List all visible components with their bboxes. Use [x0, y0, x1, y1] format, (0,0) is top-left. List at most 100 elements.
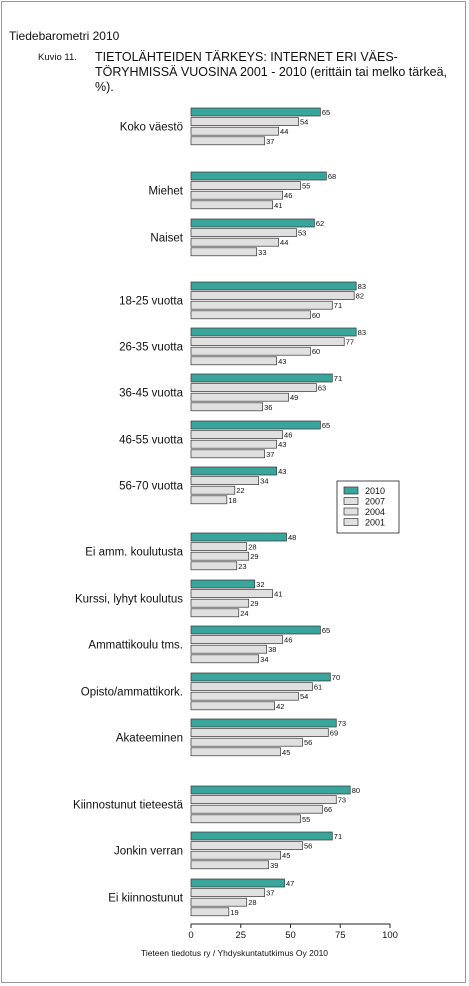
data-label: 62 — [316, 219, 324, 228]
data-label: 36 — [264, 403, 272, 412]
legend-label: 2007 — [365, 497, 385, 507]
data-label: 37 — [266, 450, 274, 459]
x-tick-label: 0 — [188, 930, 193, 941]
category-label: Ei kiinnostunut — [108, 893, 184, 905]
bar-2004 — [190, 551, 250, 561]
x-tick-label: 50 — [285, 930, 296, 941]
bar-2007 — [190, 635, 283, 644]
bar-2007 — [190, 888, 265, 897]
data-label: 77 — [346, 338, 354, 347]
category-label: 56-70 vuotta — [119, 481, 184, 493]
data-label: 49 — [290, 393, 298, 402]
bar-2007 — [190, 728, 329, 737]
data-label: 54 — [300, 118, 308, 127]
data-label: 71 — [334, 301, 342, 310]
bar-2010 — [190, 579, 256, 589]
data-label: 39 — [270, 861, 278, 870]
bar-2001 — [190, 356, 277, 366]
bar-2001 — [190, 495, 228, 505]
bar-2001 — [190, 907, 230, 917]
legend-label: 2001 — [365, 518, 385, 528]
bar-2007 — [190, 117, 299, 126]
data-label: 70 — [332, 673, 340, 682]
chart-title: TIETOLÄHTEIDEN TÄRKEYS: INTERNET ERI VÄE… — [95, 50, 447, 94]
bar-2010 — [190, 107, 321, 117]
data-label: 41 — [274, 590, 282, 599]
bar-2004 — [190, 850, 281, 860]
data-label: 34 — [260, 655, 268, 664]
x-tick-label: 100 — [382, 930, 398, 941]
bar-2004 — [190, 190, 283, 200]
bar-2001 — [190, 402, 263, 412]
bar-2001 — [190, 608, 240, 618]
bar-2001 — [190, 247, 258, 257]
bar-2010 — [190, 218, 315, 228]
bar-2010 — [190, 171, 327, 181]
source-footer: Tieteen tiedotus ry / Yhdyskuntatutkimus… — [140, 948, 329, 958]
bar-2010 — [190, 878, 285, 888]
data-label: 41 — [274, 201, 282, 210]
bar-2004 — [190, 737, 303, 747]
data-label: 73 — [338, 796, 346, 805]
data-label: 55 — [302, 815, 310, 824]
data-label: 46 — [284, 191, 292, 200]
bar-2001 — [190, 814, 301, 824]
bar-2004 — [190, 897, 248, 907]
data-label: 82 — [356, 292, 364, 301]
bar-2001 — [190, 561, 238, 571]
bar-2007 — [190, 291, 355, 300]
bar-2004 — [190, 485, 236, 495]
data-label: 56 — [304, 842, 312, 851]
data-label: 80 — [352, 786, 360, 795]
data-label: 45 — [282, 748, 290, 757]
data-label: 34 — [260, 477, 268, 486]
category-label: 26-35 vuotta — [119, 342, 184, 354]
data-label: 22 — [236, 486, 244, 495]
bar-2001 — [190, 654, 260, 664]
category-label: Ammattikoulu tms. — [88, 640, 183, 652]
bar-2007 — [190, 841, 303, 850]
bar-2007 — [190, 383, 317, 392]
figure-label: Kuvio 11. — [38, 52, 77, 63]
data-label: 54 — [300, 692, 308, 701]
bar-2010 — [190, 420, 321, 430]
bar-2001 — [190, 136, 265, 146]
data-label: 24 — [240, 609, 248, 618]
data-label: 45 — [282, 851, 290, 860]
data-label: 60 — [312, 347, 320, 356]
data-label: 18 — [228, 496, 236, 505]
category-label: Jonkin verran — [114, 846, 183, 858]
bar-2001 — [190, 747, 281, 757]
bar-2004 — [190, 392, 289, 402]
bar-2007 — [190, 228, 297, 237]
data-label: 29 — [250, 552, 258, 561]
bar-2007 — [190, 589, 273, 598]
data-label: 83 — [358, 282, 366, 291]
bar-2007 — [190, 682, 313, 691]
data-label: 65 — [322, 421, 330, 430]
data-label: 73 — [338, 719, 346, 728]
data-label: 43 — [278, 440, 286, 449]
bar-2001 — [190, 200, 273, 210]
bar-2007 — [190, 476, 260, 485]
category-label: Kiinnostunut tieteestä — [73, 800, 184, 812]
category-label: 18-25 vuotta — [119, 296, 184, 308]
bar-2010 — [190, 327, 357, 337]
data-label: 28 — [248, 543, 256, 552]
legend-swatch-2007 — [343, 497, 359, 505]
category-label: 36-45 vuotta — [119, 388, 184, 400]
bar-2004 — [190, 237, 279, 247]
bar-2004 — [190, 126, 279, 136]
data-label: 33 — [258, 248, 266, 257]
bar-2004 — [190, 598, 250, 608]
category-label: Miehet — [148, 186, 183, 198]
bar-2004 — [190, 346, 311, 356]
data-label: 47 — [286, 879, 294, 888]
data-label: 23 — [238, 562, 246, 571]
data-label: 46 — [284, 636, 292, 645]
bar-2010 — [190, 281, 357, 291]
category-label: Opisto/ammattikork. — [81, 687, 183, 699]
bar-2004 — [190, 804, 323, 814]
